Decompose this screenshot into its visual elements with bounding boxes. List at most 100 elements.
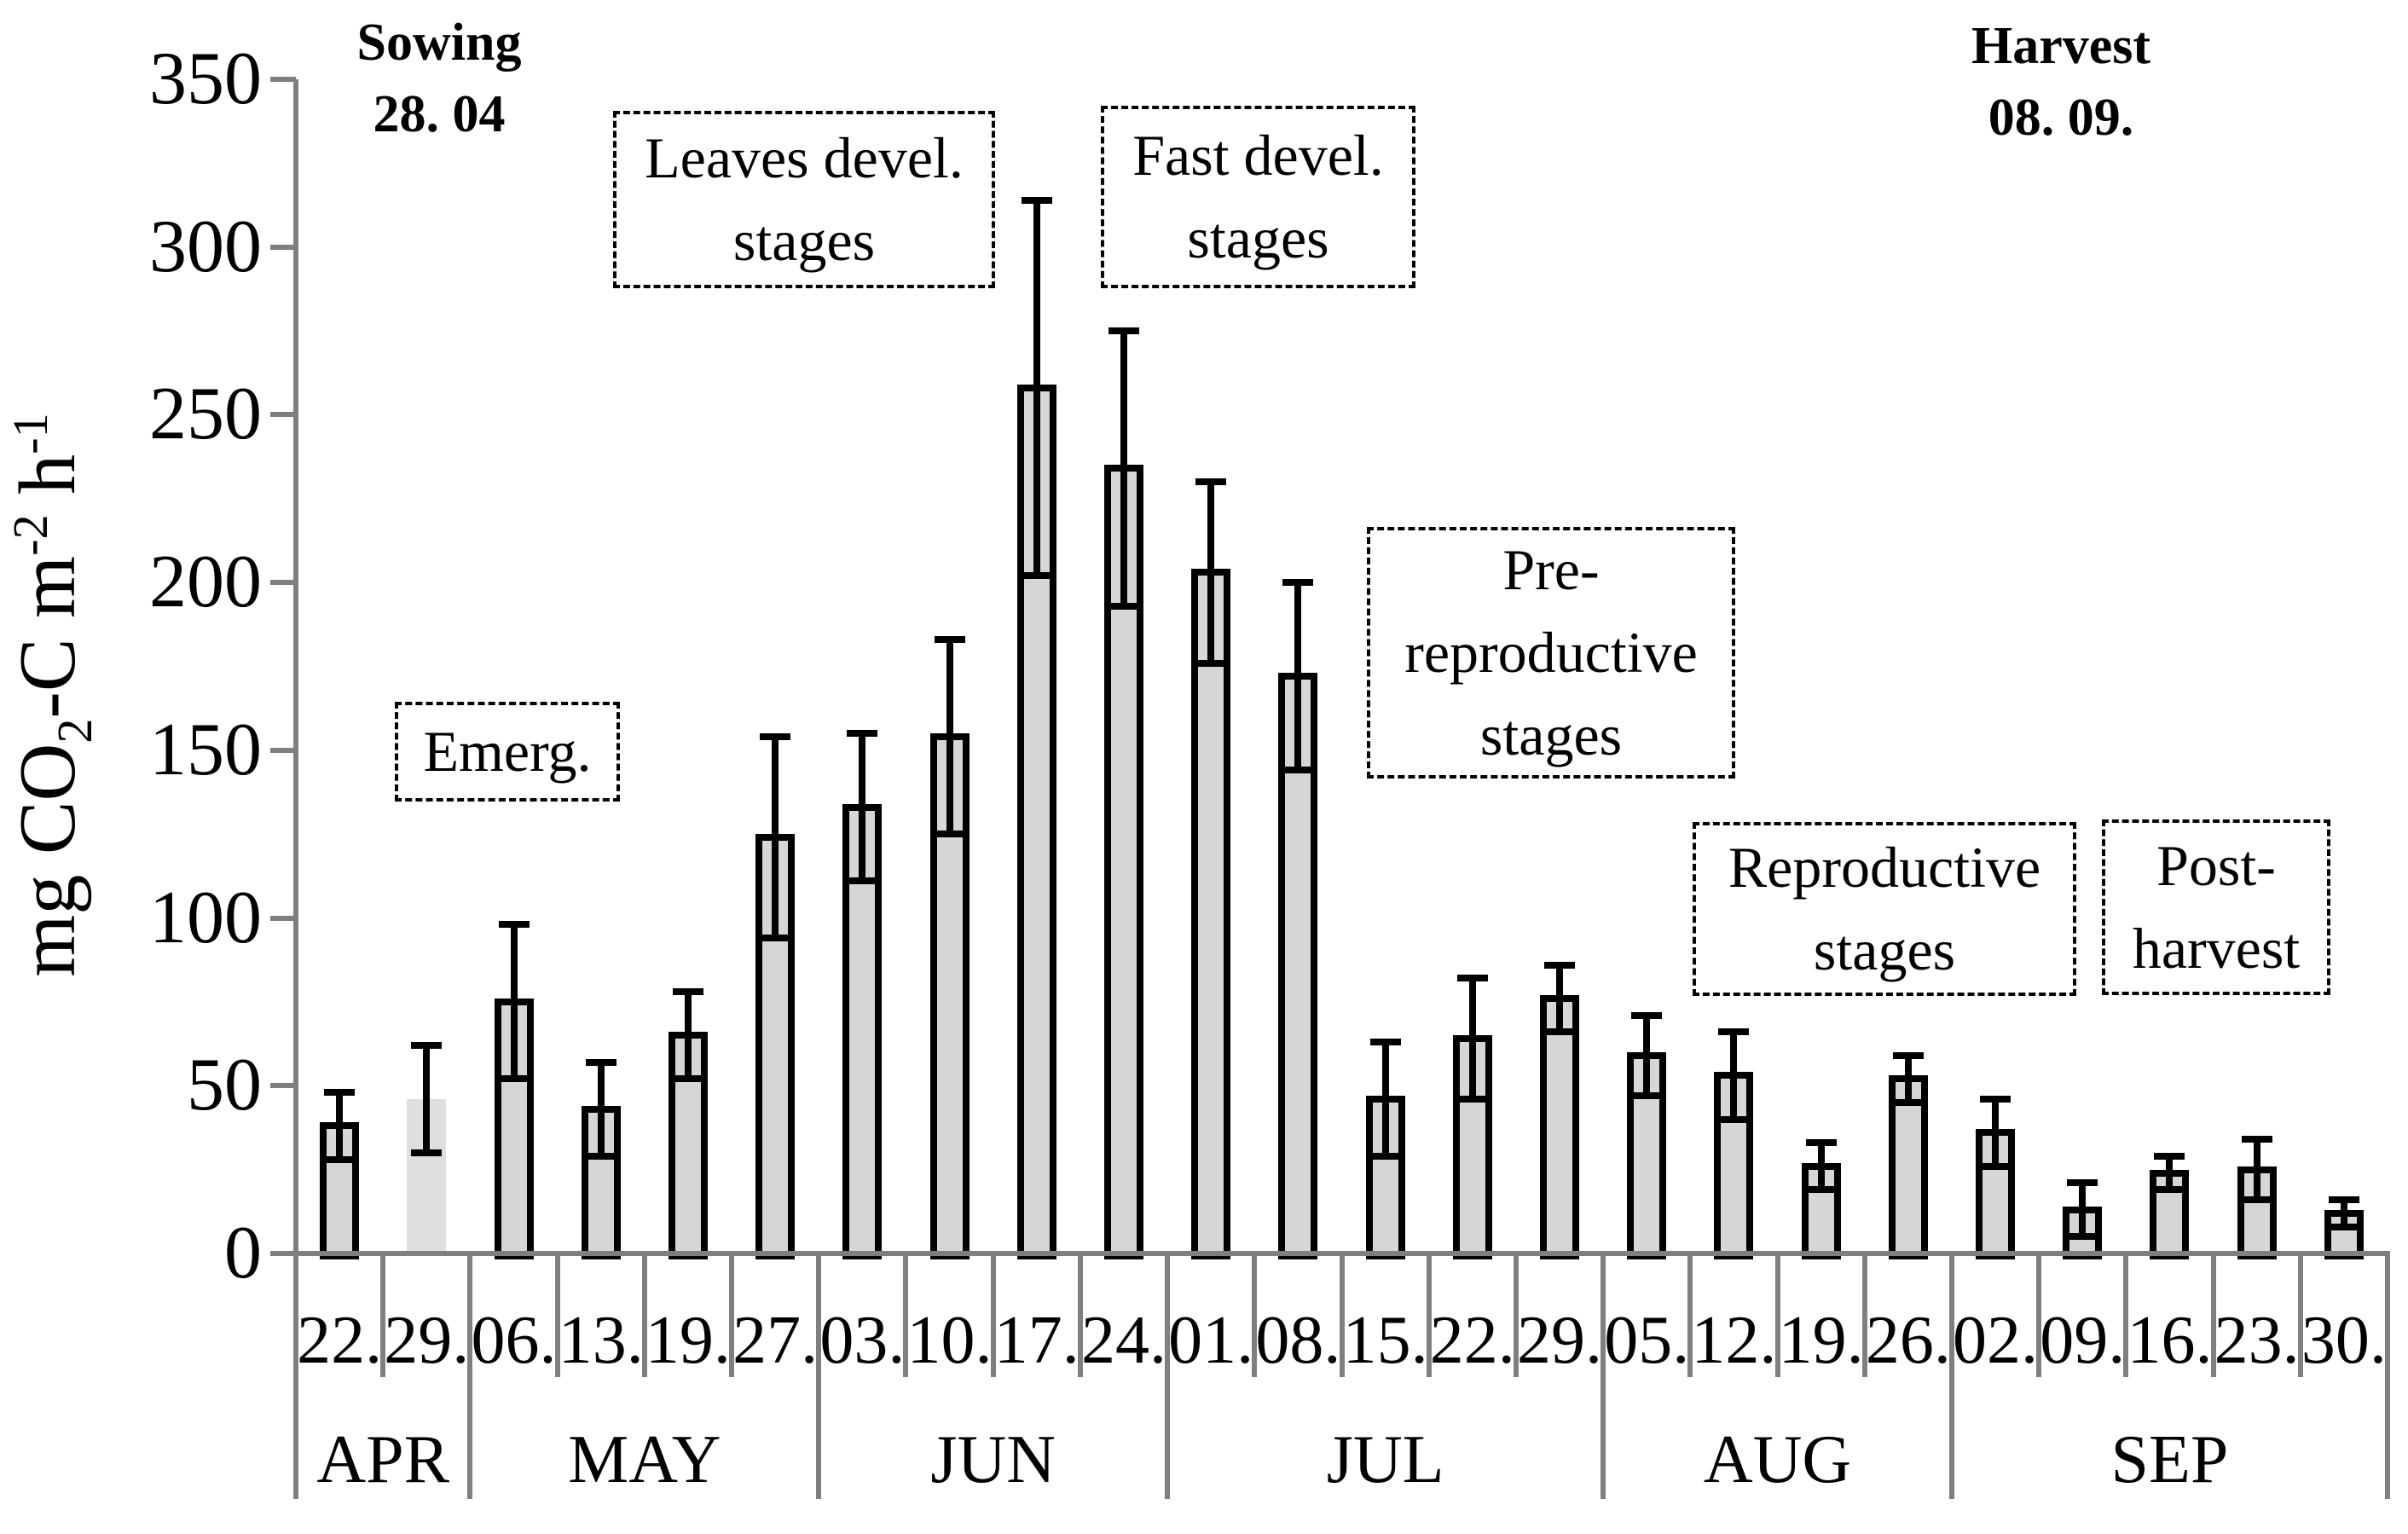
error-bar-line bbox=[1643, 1015, 1651, 1097]
error-bar-cap-bottom bbox=[2328, 1223, 2359, 1230]
error-bar-cap-top bbox=[1195, 478, 1227, 486]
error-bar-cap-bottom bbox=[324, 1155, 356, 1163]
date-separator bbox=[1861, 1253, 1867, 1377]
error-bar-cap-top bbox=[847, 730, 878, 738]
stage-box-fast: Fast devel. stages bbox=[1101, 106, 1415, 288]
x-date-label: 13. bbox=[558, 1303, 644, 1378]
stage-box-line: Post- bbox=[2156, 833, 2276, 898]
x-date-label: 19. bbox=[1778, 1303, 1864, 1378]
date-separator bbox=[990, 1253, 996, 1377]
error-bar-cap-bottom bbox=[672, 1075, 703, 1083]
y-tick bbox=[270, 412, 296, 418]
y-tick bbox=[270, 915, 296, 921]
error-bar-line bbox=[510, 924, 518, 1080]
error-bar-cap-bottom bbox=[1631, 1092, 1663, 1100]
error-bar-cap-top bbox=[1805, 1139, 1837, 1147]
y-axis-line bbox=[293, 79, 298, 1499]
stage-box-post: Post-harvest bbox=[2102, 819, 2330, 995]
month-separator bbox=[816, 1253, 822, 1499]
x-date-label: 16. bbox=[2127, 1303, 2213, 1378]
error-bar-cap-bottom bbox=[1282, 767, 1314, 774]
stage-box-leaves: Leaves devel. stages bbox=[613, 111, 995, 288]
error-bar-cap-top bbox=[585, 1058, 616, 1066]
y-tick-label: 250 bbox=[149, 373, 262, 456]
sowing-annotation: Sowing 28. 04 bbox=[310, 7, 569, 150]
x-month-label: SEP bbox=[2110, 1422, 2229, 1497]
month-separator bbox=[1948, 1253, 1954, 1499]
month-separator bbox=[1165, 1253, 1171, 1499]
harvest-annotation-line2: 08. 09. bbox=[1988, 89, 2134, 147]
error-bar-line bbox=[597, 1062, 605, 1156]
error-bar-cap-bottom bbox=[1980, 1162, 2011, 1170]
stage-box-text: Reproductive stages bbox=[1728, 826, 2040, 992]
y-tick bbox=[270, 747, 296, 753]
x-date-label: 08. bbox=[1255, 1303, 1341, 1378]
harvest-annotation: Harvest 08. 09. bbox=[1933, 10, 2189, 153]
x-date-label: 22. bbox=[297, 1303, 383, 1378]
x-date-label: 06. bbox=[471, 1303, 557, 1378]
date-separator bbox=[2123, 1253, 2129, 1377]
month-separator bbox=[467, 1253, 473, 1499]
error-bar-line bbox=[684, 992, 692, 1080]
x-date-label: 12. bbox=[1691, 1303, 1777, 1378]
y-tick bbox=[270, 580, 296, 586]
y-axis-title-part: -C m bbox=[3, 555, 93, 719]
error-bar-cap-top bbox=[324, 1089, 356, 1097]
x-date-label: 02. bbox=[1953, 1303, 2039, 1378]
y-tick bbox=[270, 1083, 296, 1089]
error-bar-cap-bottom bbox=[2241, 1196, 2272, 1204]
error-bar-cap-top bbox=[760, 733, 791, 741]
x-date-label: 15. bbox=[1342, 1303, 1428, 1378]
sowing-annotation-line2: 28. 04 bbox=[373, 85, 506, 143]
month-separator bbox=[2385, 1253, 2390, 1499]
stage-box-line: Emerg. bbox=[423, 719, 592, 784]
y-tick-label: 300 bbox=[149, 205, 262, 288]
error-bar-cap-top bbox=[411, 1042, 443, 1050]
date-separator bbox=[554, 1253, 560, 1377]
error-bar-cap-top bbox=[1456, 975, 1488, 982]
x-date-label: 30. bbox=[2301, 1303, 2387, 1378]
error-bar-line bbox=[1556, 964, 1564, 1033]
error-bar-cap-bottom bbox=[1544, 1028, 1576, 1036]
error-bar-cap-bottom bbox=[1195, 659, 1227, 667]
error-bar-line bbox=[1992, 1099, 2000, 1166]
date-separator bbox=[729, 1253, 735, 1377]
stage-box-line: stages bbox=[1187, 205, 1329, 270]
y-axis-title-part: -1 bbox=[2, 413, 58, 454]
y-tick-label: 350 bbox=[149, 38, 262, 120]
error-bar-line bbox=[772, 737, 779, 939]
bar bbox=[1888, 1075, 1928, 1259]
y-tick-label: 50 bbox=[187, 1044, 262, 1127]
stage-box-line: stages bbox=[1813, 918, 1956, 982]
error-bar-line bbox=[2340, 1200, 2347, 1227]
error-bar-cap-top bbox=[2067, 1179, 2098, 1187]
stage-box-repro: Reproductive stages bbox=[1693, 822, 2076, 996]
sowing-annotation-line1: Sowing bbox=[356, 14, 522, 72]
x-date-label: 29. bbox=[1517, 1303, 1602, 1378]
error-bar-cap-top bbox=[934, 636, 965, 644]
error-bar-line bbox=[1207, 482, 1215, 663]
error-bar-cap-bottom bbox=[1805, 1186, 1837, 1194]
y-axis-title-part: -2 bbox=[2, 514, 58, 556]
error-bar-cap-top bbox=[1282, 579, 1314, 587]
error-bar-cap-top bbox=[498, 921, 530, 929]
error-bar-line bbox=[1381, 1042, 1389, 1156]
error-bar-cap-top bbox=[1892, 1051, 1924, 1059]
y-axis-title: mg CO2-C m-2 h-1 bbox=[2, 413, 102, 977]
stage-box-pre: Pre-reproductive stages bbox=[1367, 527, 1735, 779]
error-bar-cap-top bbox=[1544, 961, 1576, 969]
error-bar-cap-bottom bbox=[1108, 602, 1139, 610]
error-bar-cap-bottom bbox=[760, 935, 791, 942]
date-separator bbox=[2297, 1253, 2303, 1377]
date-separator bbox=[1252, 1253, 1258, 1377]
date-separator bbox=[1339, 1253, 1345, 1377]
error-bar-cap-bottom bbox=[585, 1152, 616, 1160]
date-separator bbox=[903, 1253, 909, 1377]
error-bar-line bbox=[2166, 1155, 2174, 1190]
x-month-label: APR bbox=[316, 1422, 450, 1497]
x-date-label: 05. bbox=[1604, 1303, 1690, 1378]
y-tick-label: 200 bbox=[149, 541, 262, 624]
error-bar-line bbox=[1468, 978, 1476, 1099]
date-separator bbox=[2210, 1253, 2216, 1377]
